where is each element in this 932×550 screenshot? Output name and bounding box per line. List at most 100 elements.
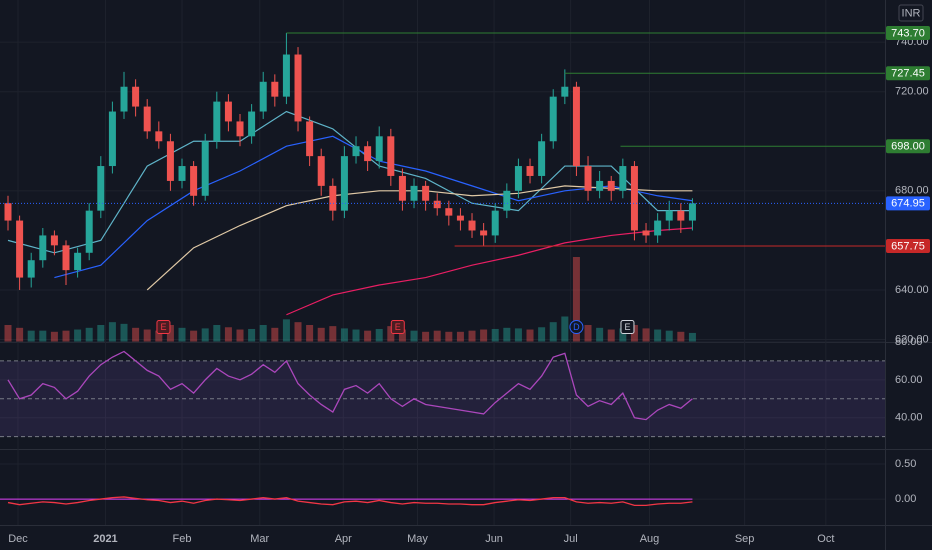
volume-bar: [642, 328, 650, 342]
y-tick-label: 80.00: [895, 336, 923, 348]
volume-bar: [445, 331, 453, 342]
candle-body: [654, 220, 662, 236]
volume-bar: [630, 325, 638, 342]
x-tick-label: Jul: [564, 533, 578, 545]
x-tick-label: Mar: [250, 533, 269, 545]
price-level-label: 743.70: [891, 27, 925, 39]
volume-bar: [398, 329, 406, 342]
volume-bar: [259, 325, 267, 342]
candle-body: [155, 131, 163, 142]
volume-bar: [85, 327, 93, 342]
candle-body: [503, 190, 511, 211]
event-label[interactable]: D: [573, 322, 580, 332]
candle-body: [329, 185, 337, 211]
candle-body: [236, 121, 244, 137]
y-tick-label: 640.00: [895, 284, 929, 296]
volume-bar: [596, 327, 604, 342]
candle-body: [74, 252, 82, 271]
candle-body: [584, 166, 592, 191]
candle-body: [178, 166, 186, 181]
candle-body: [433, 200, 441, 209]
candle-body: [201, 141, 209, 196]
candle-body: [248, 111, 256, 137]
volume-bar: [16, 327, 24, 342]
event-marker: [390, 320, 405, 334]
candle-body: [607, 180, 615, 191]
event-label[interactable]: E: [624, 322, 630, 332]
x-tick-label: Oct: [817, 533, 834, 545]
volume-bar: [248, 328, 256, 342]
volume-bar: [282, 319, 290, 342]
volume-bar: [213, 325, 221, 342]
volume-bar: [166, 325, 174, 342]
currency-label[interactable]: INR: [902, 7, 921, 19]
volume-bar: [688, 332, 696, 342]
volume-bar: [62, 330, 70, 342]
currency-box[interactable]: [898, 4, 924, 22]
volume-bar: [340, 328, 348, 342]
candle-body: [398, 175, 406, 201]
candle-body: [282, 54, 290, 97]
volume-bar: [491, 328, 499, 342]
volume-bar: [364, 330, 372, 342]
volume-bar: [538, 327, 546, 342]
candle-body: [596, 180, 604, 191]
volume-bar: [97, 325, 105, 342]
candle-body: [120, 86, 128, 112]
price-level-label: 698.00: [891, 141, 925, 153]
volume-bar: [468, 330, 476, 342]
candle-body: [422, 185, 430, 201]
y-tick-label: 620.00: [895, 333, 929, 345]
candle-body: [213, 101, 221, 142]
volume-bar: [619, 328, 627, 342]
event-label[interactable]: E: [395, 322, 401, 332]
volume-bar: [677, 331, 685, 342]
y-tick-label: 0.00: [895, 493, 916, 505]
volume-bar: [456, 331, 464, 342]
candle-body: [665, 210, 673, 221]
candle-body: [190, 166, 198, 196]
y-tick-label: 60.00: [895, 374, 923, 386]
candle-body: [410, 185, 418, 201]
y-tick-label: 40.00: [895, 412, 923, 424]
candle-body: [294, 54, 302, 122]
candle-body: [549, 96, 557, 142]
candle-body: [538, 141, 546, 176]
volume-bar: [514, 328, 522, 342]
volume-bar: [584, 325, 592, 342]
candle-body: [97, 166, 105, 211]
volume-bar: [433, 330, 441, 342]
volume-bar: [27, 330, 35, 342]
x-tick-label: 2021: [93, 533, 117, 545]
y-tick-label: 720.00: [895, 86, 929, 98]
volume-bar: [271, 327, 279, 342]
candle-body: [340, 156, 348, 211]
price-level-tag: [886, 66, 930, 81]
candle-body: [85, 210, 93, 253]
volume-bar: [143, 329, 151, 342]
candle-body: [317, 156, 325, 186]
candle-body: [642, 230, 650, 236]
price-level-label: 657.75: [891, 240, 925, 252]
y-tick-label: 0.50: [895, 458, 916, 470]
price-level-tag: [886, 139, 930, 154]
volume-bar: [549, 322, 557, 342]
volume-bar: [375, 328, 383, 342]
volume-bar: [190, 330, 198, 342]
volume-bar: [607, 329, 615, 342]
x-tick-label: May: [407, 533, 428, 545]
volume-bar: [306, 325, 314, 342]
candle-body: [132, 86, 140, 107]
candle-body: [306, 121, 314, 157]
volume-bar: [329, 326, 337, 342]
candle-body: [259, 81, 267, 112]
candle-body: [50, 235, 58, 246]
candle-body: [572, 86, 580, 167]
indicator-line: [7, 350, 693, 421]
volume-bar: [352, 329, 360, 342]
x-tick-label: Jun: [485, 533, 503, 545]
event-label[interactable]: E: [160, 322, 166, 332]
last-price-label: 674.95: [891, 198, 925, 210]
candle-body: [677, 210, 685, 221]
